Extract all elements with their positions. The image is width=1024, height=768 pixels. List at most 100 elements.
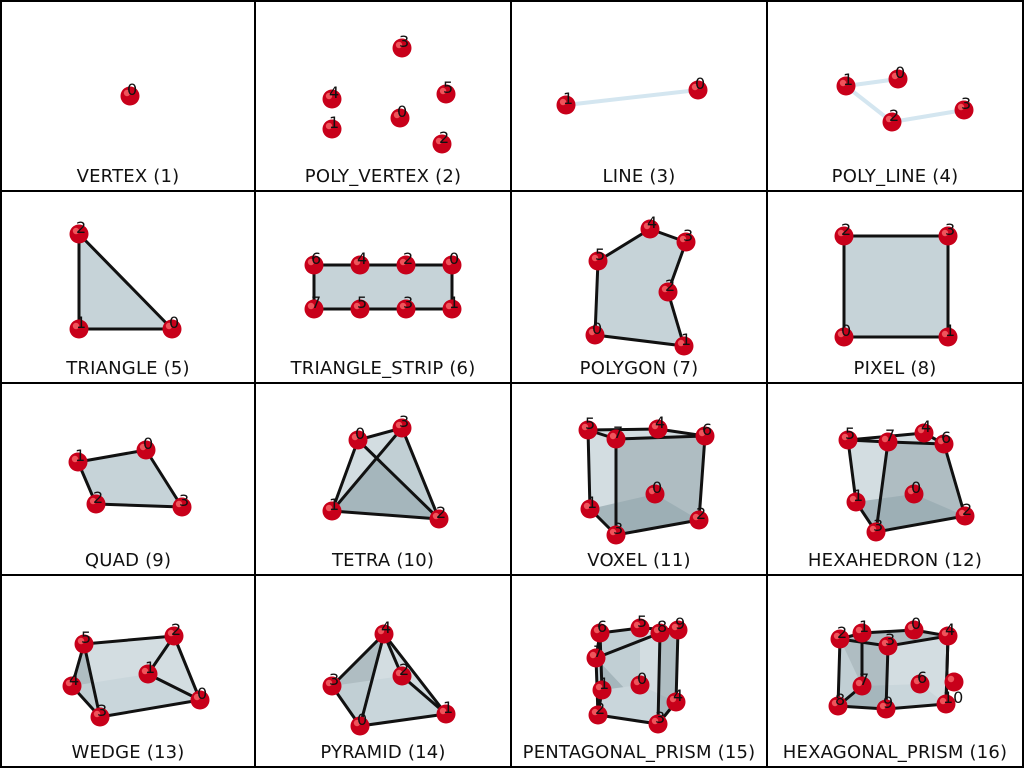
- pyramid-edge: [358, 712, 448, 728]
- pixel-point-2: [834, 226, 854, 246]
- tetra-point-label: 1: [329, 495, 339, 514]
- cell-pyramid: 0 1 2 3 4 PYRAMID (14): [256, 576, 512, 768]
- polygon-point-label: 1: [681, 330, 691, 349]
- tetra-edge: [356, 438, 441, 521]
- pixel-face: [844, 236, 948, 337]
- triangle-strip-point-6: [304, 255, 324, 275]
- cell-hexagonal-prism: 0 1 2 3 4 6 7 8 9 10 HEXAGONAL_PRISM (16): [768, 576, 1024, 768]
- quad-point-2: [86, 494, 106, 514]
- pentagonal-prism-face: [596, 628, 678, 658]
- pentagonal-prism-point-label: 9: [675, 614, 685, 633]
- pyramid-point-2: [392, 666, 412, 686]
- tetra-point-0: [348, 430, 368, 450]
- pentagonal-prism-point-8: [650, 623, 670, 643]
- wedge-point-4: [62, 676, 82, 696]
- polygon-point-label: 0: [592, 319, 602, 338]
- wedge-point-label: 1: [145, 658, 155, 677]
- poly-vertex-point-0: [390, 108, 410, 128]
- hexagonal-prism-point-4: [938, 626, 958, 646]
- triangle-point-1: [69, 319, 89, 339]
- pentagonal-prism-point-label: 5: [637, 612, 647, 631]
- triangle-point-label: 2: [76, 218, 86, 237]
- pyramid-point-label: 2: [399, 660, 409, 679]
- poly-line-point-2: [882, 112, 902, 132]
- pyramid-face: [332, 676, 446, 726]
- pentagonal-prism-edge: [656, 631, 662, 726]
- wedge-point-5: [74, 634, 94, 654]
- triangle-point-label: 1: [76, 313, 86, 332]
- hexagonal-prism-point-9: [876, 699, 896, 719]
- hexagonal-prism-point-label: 8: [835, 690, 845, 709]
- triangle-strip-point-label: 6: [311, 249, 321, 268]
- cell-pentagonal-prism: 0 1 2 3 4 5 6 7 8 9 PENTAGONAL_PRISM (15): [512, 576, 768, 768]
- polygon-point-label: 2: [665, 276, 675, 295]
- hexahedron-point-3: [866, 522, 886, 542]
- triangle-edge: [77, 232, 174, 331]
- cell-caption: POLY_LINE (4): [831, 166, 959, 187]
- poly-line-line-segment: [844, 84, 894, 124]
- triangle-strip-point-1: [442, 299, 462, 319]
- pentagonal-prism-point-label: 4: [673, 686, 683, 705]
- cell-hexahedron: 0 1 2 3 4 5 6 7 HEXAHEDRON (12): [768, 384, 1024, 576]
- wedge-edge: [98, 698, 202, 719]
- quad-point-3: [172, 497, 192, 517]
- pentagonal-prism-edge: [596, 713, 660, 726]
- line-point-label: 1: [563, 89, 573, 108]
- cell-caption: POLY_VERTEX (2): [304, 166, 462, 187]
- poly-vertex-point-label: 1: [329, 113, 339, 132]
- hexagonal-prism-point-7: [852, 676, 872, 696]
- cell-caption: TRIANGLE (5): [66, 358, 190, 379]
- voxel-illustration: 0 1 2 3 4 5 6 7: [578, 413, 715, 545]
- voxel-edge: [586, 427, 660, 432]
- poly-vertex-point-label: 3: [399, 32, 409, 51]
- triangle-strip-point-2: [396, 255, 416, 275]
- hexahedron-point-4: [914, 423, 934, 443]
- cell-caption: VERTEX (1): [76, 166, 180, 187]
- pentagonal-prism-point-4: [666, 692, 686, 712]
- pyramid-point-3: [322, 676, 342, 696]
- poly-line-point-label: 2: [889, 106, 899, 125]
- triangle-strip-point-label: 7: [311, 293, 321, 312]
- wedge-point-label: 5: [81, 628, 91, 647]
- pentagonal-prism-point-label: 0: [637, 669, 647, 688]
- quad-point-0: [136, 440, 156, 460]
- triangle-illustration: 0 1 2: [69, 218, 182, 339]
- pentagonal-prism-point-5: [630, 618, 650, 638]
- hexahedron-point-1: [846, 492, 866, 512]
- poly-line-point-label: 1: [843, 70, 853, 89]
- poly-line-point-3: [954, 100, 974, 120]
- cell-triangle-strip: 0 1 2 3 4 5 6 7 TRIANGLE_STRIP (6): [256, 192, 512, 384]
- voxel-point-label: 6: [702, 420, 712, 439]
- triangle-strip-point-4: [350, 255, 370, 275]
- poly-vertex-point-3: [392, 38, 412, 58]
- hexagonal-prism-point-8: [828, 696, 848, 716]
- polygon-point-0: [585, 325, 605, 345]
- hexagonal-prism-point-5: [944, 672, 964, 692]
- pentagonal-prism-point-0: [630, 675, 650, 695]
- pentagonal-prism-point-label: 6: [597, 617, 607, 636]
- poly-vertex-illustration: 0 1 3 4 5 2: [322, 32, 456, 154]
- wedge-point-2: [164, 626, 184, 646]
- hexagonal-prism-edge: [884, 702, 948, 711]
- pixel-point-label: 2: [841, 220, 851, 239]
- pentagonal-prism-edge: [674, 628, 680, 704]
- vertex-illustration: 0: [120, 80, 140, 106]
- pentagonal-prism-point-6: [590, 623, 610, 643]
- poly-vertex-point-label: 5: [443, 78, 453, 97]
- hexahedron-edge: [874, 440, 890, 534]
- triangle-strip-point-label: 0: [449, 249, 459, 268]
- vertex-point-label: 0: [127, 80, 137, 99]
- hexagonal-prism-point-1: [852, 623, 872, 643]
- voxel-point-4: [648, 419, 668, 439]
- polygon-point-label: 3: [683, 226, 693, 245]
- cell-caption: WEDGE (13): [71, 742, 185, 763]
- voxel-point-0: [645, 484, 665, 504]
- hexagonal-prism-point-label: 3: [885, 630, 895, 649]
- voxel-point-label: 3: [613, 519, 623, 538]
- tetra-face: [332, 428, 439, 519]
- voxel-point-label: 7: [613, 423, 623, 442]
- poly-vertex-point-4: [322, 89, 342, 109]
- pentagonal-prism-point-7: [586, 648, 606, 668]
- triangle-point-0: [162, 319, 182, 339]
- cell-voxel: 0 1 2 3 4 5 6 7 VOXEL (11): [512, 384, 768, 576]
